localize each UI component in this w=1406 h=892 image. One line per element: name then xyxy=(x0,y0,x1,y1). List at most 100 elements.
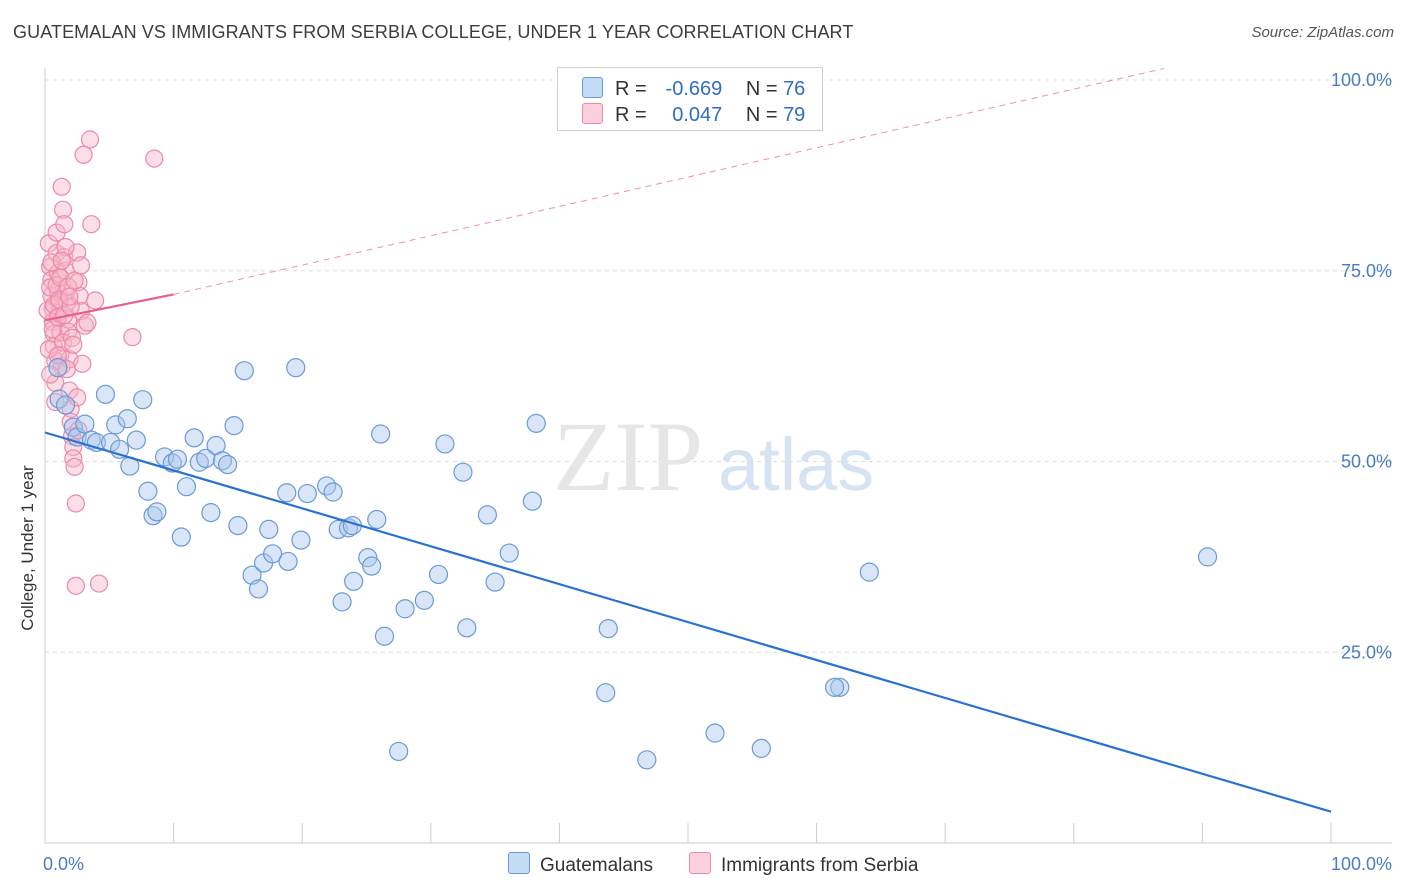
guatemalan-point xyxy=(522,491,542,511)
guatemalan-point xyxy=(477,505,497,525)
serbia-point xyxy=(52,251,71,270)
guatemalan-point xyxy=(389,741,409,762)
legend-item-serbia: Immigrants from Serbia xyxy=(689,852,918,877)
serbia-point xyxy=(65,457,84,476)
serbia-point xyxy=(66,576,85,595)
guatemalan-point xyxy=(278,551,298,572)
guatemalan-point xyxy=(234,361,254,381)
guatemalan-points xyxy=(48,358,1218,770)
guatemalan-point xyxy=(277,483,297,503)
guatemalan-point xyxy=(196,448,216,469)
guatemalan-point xyxy=(147,502,167,522)
serbia-point xyxy=(65,271,84,290)
r-value: 0.047 xyxy=(672,104,723,126)
n-value: 76 xyxy=(783,78,806,100)
stats-legend-row-guatemalans: R = -0.669 N = 76 xyxy=(582,77,805,101)
guatemalan-point xyxy=(499,543,519,563)
watermark-atlas: atlas xyxy=(718,423,874,506)
y-tick-label: 50.0% xyxy=(1341,452,1392,472)
y-tick-label: 25.0% xyxy=(1341,642,1392,662)
guatemalan-point xyxy=(138,481,158,501)
guatemalan-point xyxy=(167,449,188,469)
stats-legend: R = -0.669 N = 76 R = 0.047 N = 79 xyxy=(557,67,823,131)
n-value: 79 xyxy=(783,104,806,126)
guatemalan-point xyxy=(286,358,306,378)
serbia-legend-swatch xyxy=(689,852,711,874)
serbia-point xyxy=(64,335,83,354)
serbia-point xyxy=(56,237,75,257)
serbia-point xyxy=(71,256,91,275)
trend-lines xyxy=(44,68,1332,813)
serbia-point xyxy=(55,215,74,234)
serbia-point xyxy=(145,149,164,168)
guatemalan-point xyxy=(705,723,725,743)
serbia-point xyxy=(75,316,94,335)
guatemalan-point xyxy=(374,626,395,646)
legend-item-guatemalans: Guatemalans xyxy=(508,852,653,877)
guatemalan-point xyxy=(259,519,279,540)
guatemalan-point xyxy=(143,506,163,526)
guatemalan-point xyxy=(435,434,455,454)
r-label: R = xyxy=(615,104,647,126)
guatemalan-point xyxy=(526,413,546,433)
legend-label: Immigrants from Serbia xyxy=(721,855,919,876)
guatemalan-point xyxy=(133,390,153,410)
guatemalan-point xyxy=(126,430,146,450)
serbia-point xyxy=(86,291,105,310)
guatemalan-point xyxy=(171,527,191,547)
n-label: N = xyxy=(745,78,778,100)
guatemalan-point xyxy=(176,477,197,497)
guatemalans-swatch xyxy=(582,77,603,98)
serbia-trend-line-dashed xyxy=(173,68,1164,295)
serbia-point xyxy=(41,365,60,384)
axes xyxy=(44,68,1392,844)
guatemalan-point xyxy=(637,750,657,770)
serbia-point xyxy=(62,328,82,347)
serbia-point xyxy=(53,200,73,219)
guatemalan-point xyxy=(162,453,182,473)
guatemalan-point xyxy=(825,677,845,697)
guatemalan-point xyxy=(201,503,221,523)
serbia-point xyxy=(60,287,79,306)
guatemalan-point xyxy=(117,409,137,429)
guatemalans-legend-swatch xyxy=(508,852,530,874)
source-note: Source: ZipAtlas.com xyxy=(1251,24,1394,41)
serbia-swatch xyxy=(582,103,603,124)
guatemalan-point xyxy=(184,428,204,448)
guatemalan-point xyxy=(453,462,473,482)
guatemalan-point xyxy=(332,592,352,612)
guatemalan-point xyxy=(485,572,505,592)
watermark-zip: ZIP xyxy=(553,401,703,512)
guatemalan-point xyxy=(228,515,248,536)
guatemalan-point xyxy=(218,454,238,475)
guatemalan-point xyxy=(414,590,434,610)
serbia-point xyxy=(80,130,100,149)
guatemalan-point xyxy=(395,599,415,619)
guatemalan-point xyxy=(859,562,879,582)
serbia-point xyxy=(123,328,142,347)
stats-legend-row-serbia: R = 0.047 N = 79 xyxy=(582,103,805,127)
guatemalan-point xyxy=(328,519,348,540)
serbia-point xyxy=(89,574,109,593)
tick-labels: 25.0% 50.0% 75.0% 100.0% 0.0% 100.0% xyxy=(43,70,1392,874)
guatemalan-point xyxy=(212,451,233,471)
r-label: R = xyxy=(615,78,647,100)
guatemalan-point xyxy=(457,618,477,638)
guatemalan-point xyxy=(323,482,343,502)
guatemalan-point xyxy=(291,530,311,550)
n-label: N = xyxy=(745,104,778,126)
guatemalan-point xyxy=(263,544,283,564)
guatemalan-point xyxy=(598,618,618,639)
grid-lines xyxy=(45,79,1392,653)
serbia-point xyxy=(52,177,71,196)
guatemalan-point xyxy=(55,395,76,415)
serbia-point xyxy=(66,494,85,513)
serbia-point xyxy=(74,145,93,164)
guatemalan-point xyxy=(1197,547,1218,567)
guatemalan-point xyxy=(428,564,449,585)
serbia-trend-line-solid xyxy=(44,293,174,322)
guatemalan-point xyxy=(224,416,244,436)
x-tick-label-max: 100.0% xyxy=(1331,854,1392,874)
x-tick-label-min: 0.0% xyxy=(43,854,84,874)
